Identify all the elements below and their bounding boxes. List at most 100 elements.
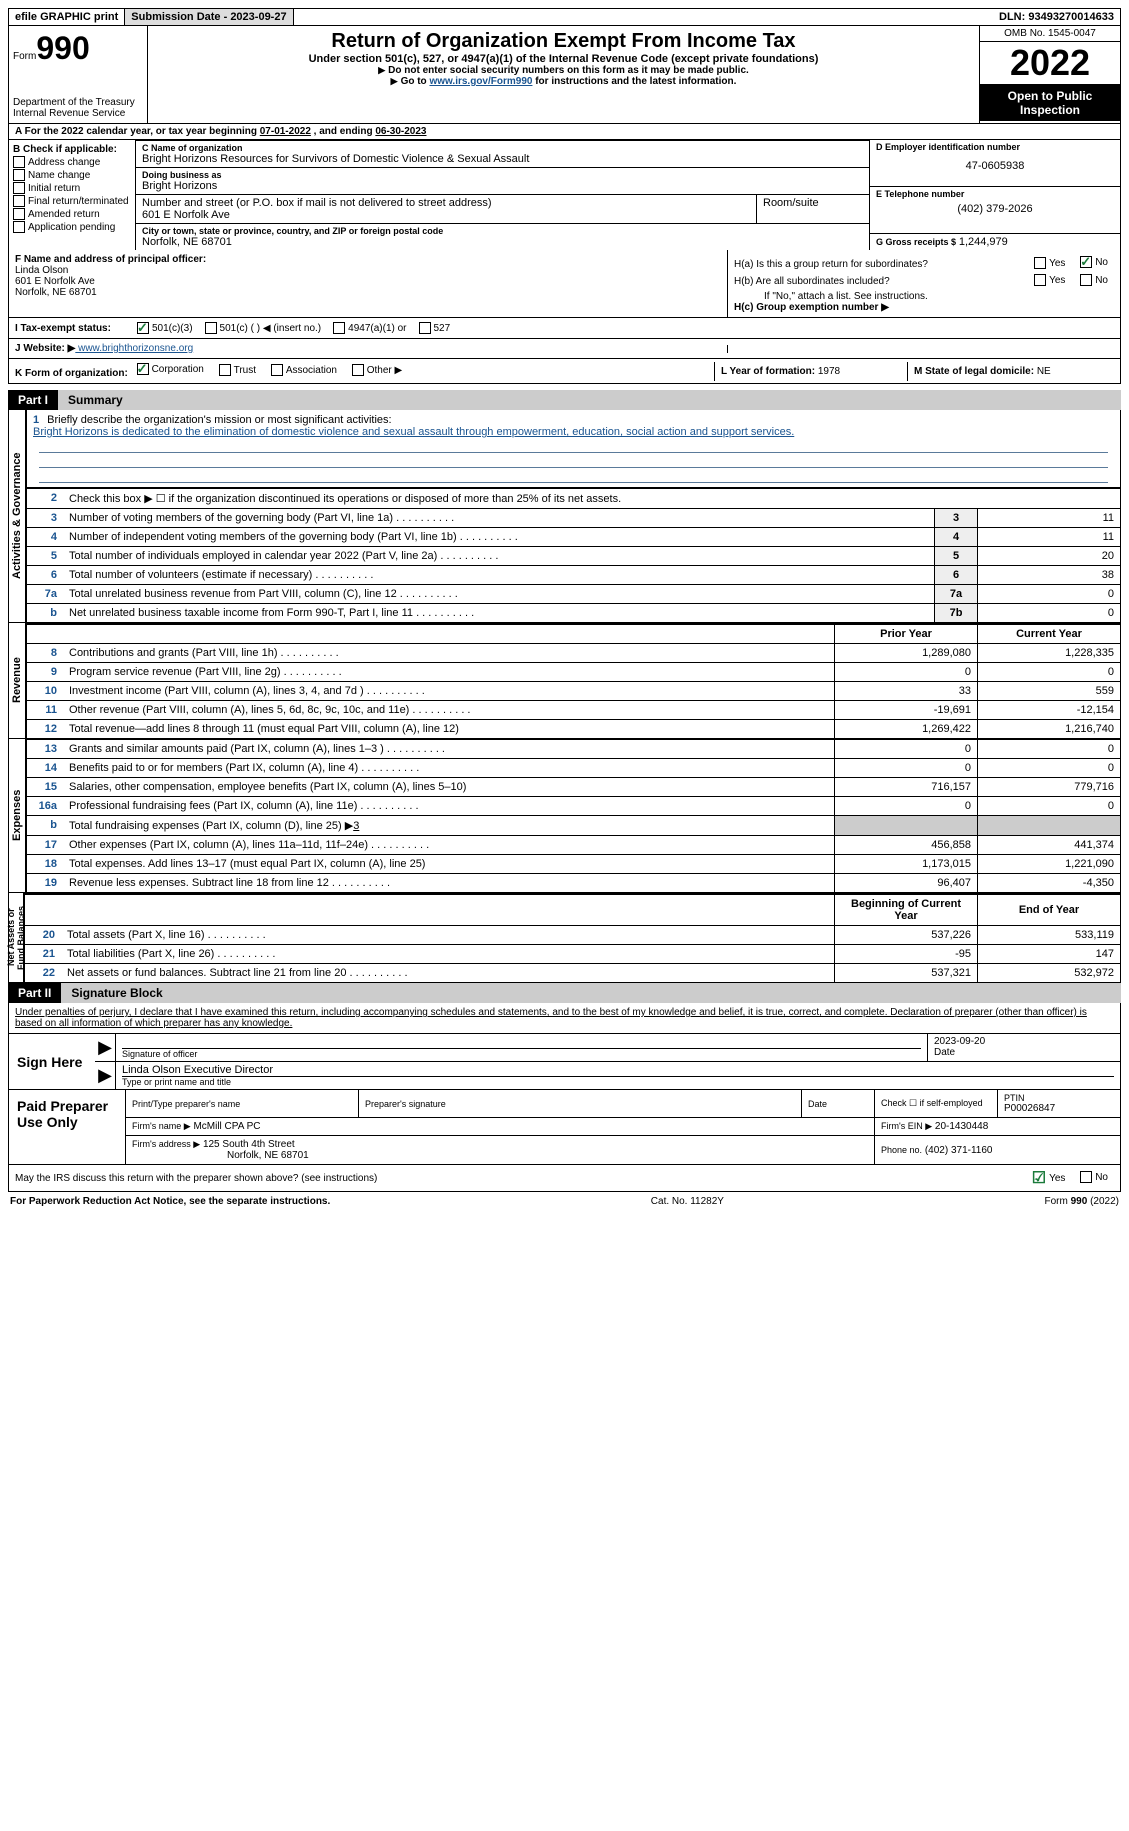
- chk-assoc[interactable]: [271, 364, 283, 376]
- form-title: Return of Organization Exempt From Incom…: [152, 30, 975, 53]
- sig-arrow-icon: ▶: [95, 1062, 116, 1089]
- hb-label: H(b) Are all subordinates included?: [734, 276, 890, 287]
- chk-4947[interactable]: [333, 322, 345, 334]
- k-label: K Form of organization:: [15, 368, 128, 379]
- chk-initial-return[interactable]: [13, 182, 25, 194]
- line-20-desc: Total assets (Part X, line 16): [61, 926, 835, 945]
- j-website[interactable]: www.brighthorizonsne.org: [75, 343, 193, 354]
- block-f-h: F Name and address of principal officer:…: [8, 250, 1121, 318]
- firm-addr1: 125 South 4th Street: [203, 1139, 295, 1150]
- end-year-hdr: End of Year: [978, 894, 1121, 926]
- chk-527[interactable]: [419, 322, 431, 334]
- line-8-prior: 1,289,080: [835, 644, 978, 663]
- opt-assoc: Association: [286, 365, 337, 376]
- chk-final-return[interactable]: [13, 195, 25, 207]
- hb-no-chk[interactable]: [1080, 274, 1092, 286]
- line-7a-desc: Total unrelated business revenue from Pa…: [63, 585, 935, 604]
- chk-trust[interactable]: [219, 364, 231, 376]
- room-label: Room/suite: [763, 197, 863, 209]
- line-9-prior: 0: [835, 663, 978, 682]
- efile-print[interactable]: efile GRAPHIC print: [9, 9, 125, 25]
- discuss-yes-chk[interactable]: ☑: [1032, 1168, 1046, 1188]
- discuss-no-chk[interactable]: [1080, 1171, 1092, 1183]
- line-3-desc: Number of voting members of the governin…: [63, 509, 935, 528]
- a-end: 06-30-2023: [375, 126, 426, 137]
- opt-corp: Corporation: [152, 364, 204, 375]
- line-19-desc: Revenue less expenses. Subtract line 18 …: [63, 874, 835, 893]
- arrow-icon: [391, 76, 401, 87]
- firm-name-label: Firm's name ▶: [132, 1121, 191, 1131]
- line-15-desc: Salaries, other compensation, employee b…: [63, 778, 835, 797]
- opt-initial-return: Initial return: [28, 183, 80, 194]
- m-value: NE: [1037, 366, 1051, 377]
- col-d-e-g: D Employer identification number 47-0605…: [869, 140, 1120, 250]
- opt-other: Other ▶: [367, 365, 402, 376]
- chk-501c[interactable]: [205, 322, 217, 334]
- hb-yes-chk[interactable]: [1034, 274, 1046, 286]
- part-ii-header: Part II Signature Block: [8, 983, 1121, 1003]
- opt-trust: Trust: [234, 365, 256, 376]
- chk-other[interactable]: [352, 364, 364, 376]
- hb-no: No: [1095, 275, 1108, 286]
- form-title-block: Return of Organization Exempt From Incom…: [148, 26, 979, 123]
- paid-preparer-label: Paid Preparer Use Only: [9, 1090, 126, 1164]
- line-5-val: 20: [978, 547, 1121, 566]
- line-16b-desc: Total fundraising expenses (Part IX, col…: [63, 816, 835, 836]
- line-11-curr: -12,154: [978, 701, 1121, 720]
- expenses-table: 13Grants and similar amounts paid (Part …: [27, 739, 1120, 892]
- mission-label: Briefly describe the organization's miss…: [47, 414, 391, 426]
- section-expenses: Expenses 13Grants and similar amounts pa…: [8, 739, 1121, 893]
- line-8-curr: 1,228,335: [978, 644, 1121, 663]
- part-i-header: Part I Summary: [8, 390, 1121, 410]
- irs-link[interactable]: www.irs.gov/Form990: [429, 76, 532, 87]
- pra-notice: For Paperwork Reduction Act Notice, see …: [10, 1196, 330, 1207]
- hb-yes: Yes: [1049, 275, 1065, 286]
- street-label: Number and street (or P.O. box if mail i…: [142, 197, 750, 209]
- line-18-prior: 1,173,015: [835, 855, 978, 874]
- opt-501c3: 501(c)(3): [152, 323, 193, 334]
- line-12-curr: 1,216,740: [978, 720, 1121, 739]
- line-8-desc: Contributions and grants (Part VIII, lin…: [63, 644, 835, 663]
- e-phone-value: (402) 379-2026: [876, 203, 1114, 215]
- ha-yes: Yes: [1049, 258, 1065, 269]
- firm-addr-label: Firm's address ▶: [132, 1139, 200, 1149]
- chk-address-change[interactable]: [13, 156, 25, 168]
- prep-date-label: Date: [808, 1099, 868, 1109]
- block-b-to-g: B Check if applicable: Address change Na…: [8, 140, 1121, 250]
- city-label: City or town, state or province, country…: [142, 226, 863, 236]
- chk-name-change[interactable]: [13, 169, 25, 181]
- c-name-label: C Name of organization: [142, 143, 863, 153]
- col-h-group: H(a) Is this a group return for subordin…: [727, 250, 1120, 317]
- ssn-warning: Do not enter social security numbers on …: [388, 65, 749, 76]
- line-12-desc: Total revenue—add lines 8 through 11 (mu…: [63, 720, 835, 739]
- line-11-desc: Other revenue (Part VIII, column (A), li…: [63, 701, 835, 720]
- chk-corp[interactable]: [137, 363, 149, 375]
- line-22-begin: 537,321: [835, 964, 978, 983]
- j-label: J Website: ▶: [15, 343, 75, 354]
- line-20-end: 533,119: [978, 926, 1121, 945]
- row-a-tax-year: A For the 2022 calendar year, or tax yea…: [8, 124, 1121, 140]
- line-4-desc: Number of independent voting members of …: [63, 528, 935, 547]
- chk-501c3[interactable]: [137, 322, 149, 334]
- side-revenue: Revenue: [9, 623, 26, 738]
- form-number: 990: [36, 30, 89, 66]
- begin-year-hdr: Beginning of Current Year: [835, 894, 978, 926]
- omb-number: OMB No. 1545-0047: [980, 26, 1120, 42]
- line-7b-desc: Net unrelated business taxable income fr…: [63, 604, 935, 623]
- chk-application-pending[interactable]: [13, 221, 25, 233]
- part-i-title: Summary: [58, 390, 1121, 410]
- chk-amended-return[interactable]: [13, 208, 25, 220]
- a-prefix: A For the 2022 calendar year, or tax yea…: [15, 126, 260, 137]
- ha-label: H(a) Is this a group return for subordin…: [734, 259, 928, 270]
- open-public-label: Open to Public Inspection: [980, 85, 1120, 121]
- g-gross-label: G Gross receipts $: [876, 237, 956, 247]
- ha-yes-chk[interactable]: [1034, 257, 1046, 269]
- firm-name-value: McMill CPA PC: [193, 1121, 260, 1132]
- ha-no-chk[interactable]: [1080, 256, 1092, 268]
- row-j-website: J Website: ▶ www.brighthorizonsne.org: [8, 339, 1121, 359]
- dept-treasury: Department of the Treasury: [13, 97, 143, 108]
- line-16a-desc: Professional fundraising fees (Part IX, …: [63, 797, 835, 816]
- line-5-desc: Total number of individuals employed in …: [63, 547, 935, 566]
- irs-label: Internal Revenue Service: [13, 108, 143, 119]
- side-net-assets: Net Assets or Fund Balances: [9, 893, 24, 982]
